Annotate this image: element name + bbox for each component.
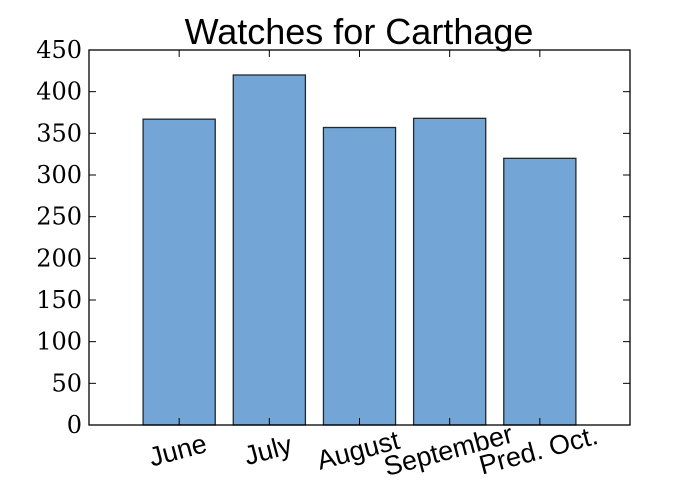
y-tick-label-450: 450 — [36, 36, 82, 64]
chart-title: Watches for Carthage — [185, 11, 534, 52]
bar-pred-oct — [503, 157, 577, 426]
y-tick-label-250: 250 — [36, 203, 82, 231]
x-tick-label-july: July — [241, 429, 296, 471]
y-tick-label-200: 200 — [36, 244, 82, 272]
y-tick-label-50: 50 — [51, 369, 82, 397]
y-tick-label-100: 100 — [36, 328, 82, 356]
y-tick-label-0: 0 — [67, 411, 82, 439]
y-tick-label-400: 400 — [36, 78, 82, 106]
bar-june — [142, 118, 216, 426]
y-tick-label-150: 150 — [36, 286, 82, 314]
x-tick-label-june: June — [146, 428, 210, 472]
bar-august — [322, 126, 397, 426]
y-tick-label-300: 300 — [36, 161, 82, 189]
y-tick-label-350: 350 — [36, 119, 82, 147]
bar-july — [232, 74, 307, 426]
bar-september — [412, 117, 487, 426]
